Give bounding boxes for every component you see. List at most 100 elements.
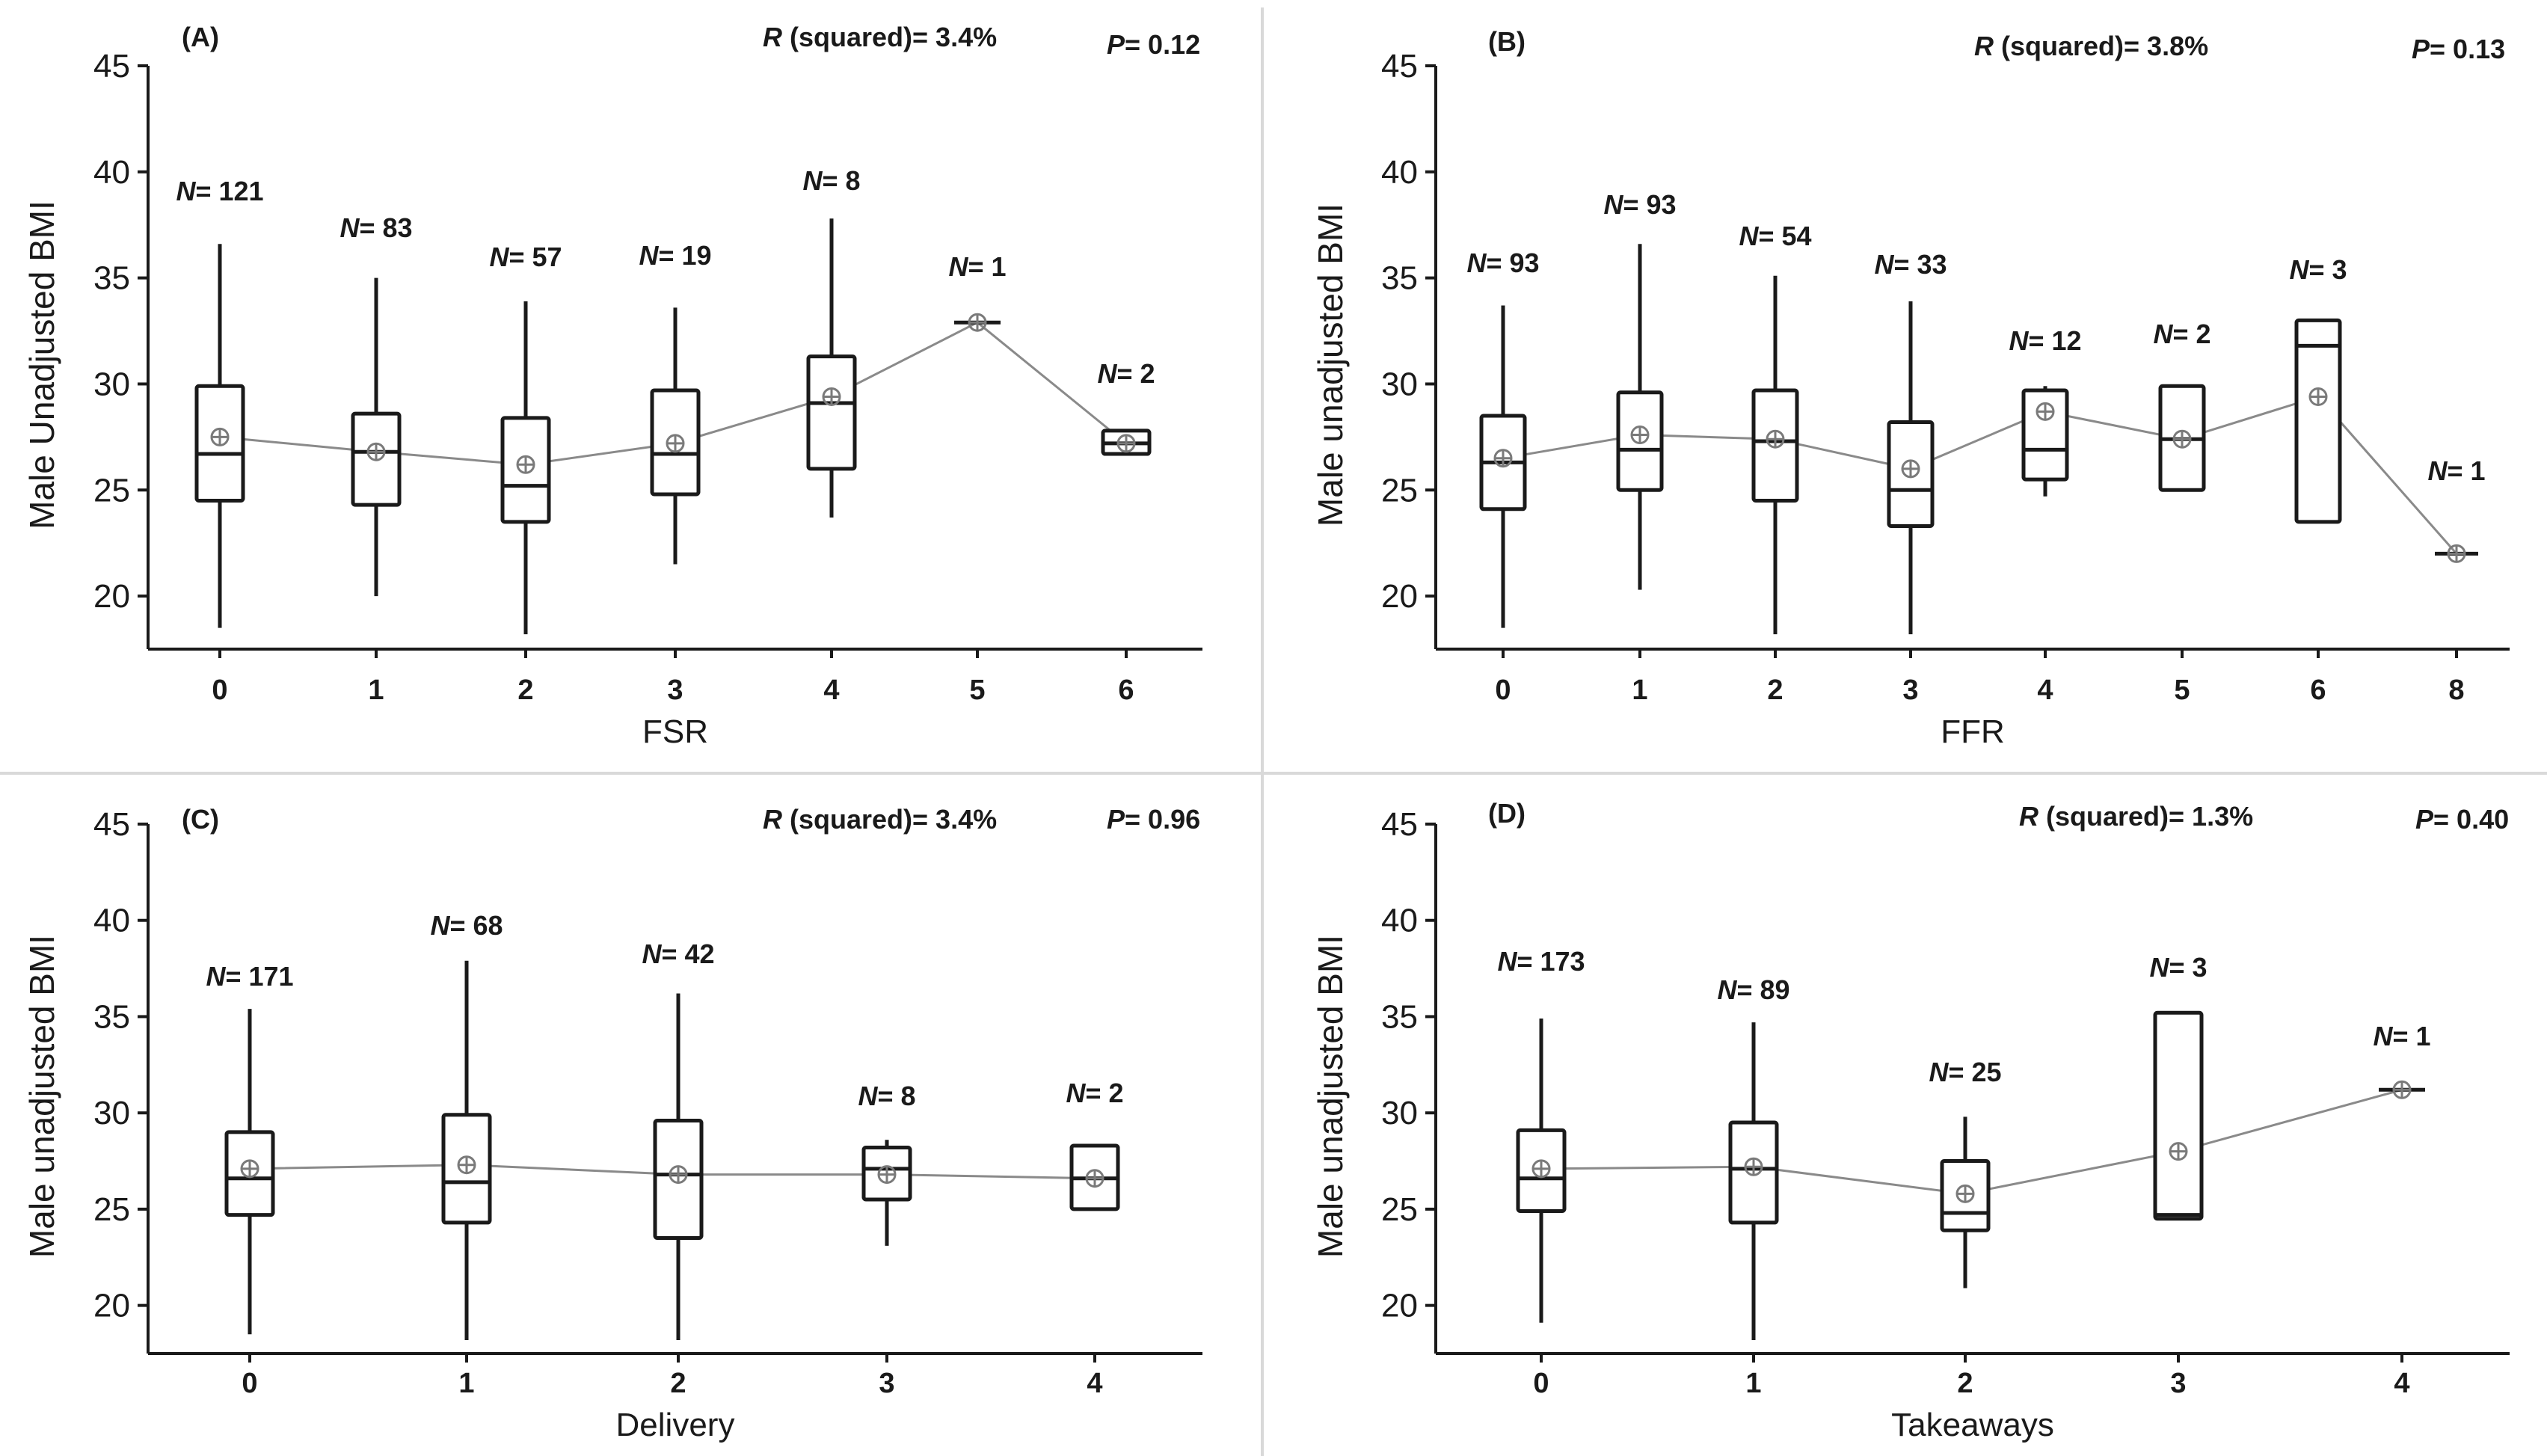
box-6: 6 N= 3 [2289,254,2347,706]
p-value-annotation: P= 0.13 [2412,34,2505,64]
n-label: N= 93 [1466,248,1539,278]
x-axis-title: FFR [1941,713,2005,750]
x-tick-label: 1 [458,1368,474,1399]
n-label: N= 54 [1739,221,1811,251]
x-tick-label: 3 [879,1368,894,1399]
y-tick-label: 45 [1381,48,1418,85]
n-label: N= 171 [206,961,293,992]
x-tick-label: 2 [517,675,533,706]
y-tick-label: 35 [93,998,130,1035]
y-tick-label: 20 [93,578,130,615]
r-squared-annotation: R (squared)= 3.4% [763,22,997,52]
box-2: 2 N= 25 [1929,1057,2001,1399]
y-tick-label: 20 [93,1288,130,1324]
n-label: N= 33 [1874,249,1947,280]
n-label: N= 3 [2149,952,2207,983]
box-3: 3 N= 19 [639,240,711,706]
x-tick-label: 0 [1533,1368,1549,1399]
x-tick-label: 5 [969,675,985,706]
n-label: N= 1 [2373,1021,2430,1051]
y-tick-label: 40 [1381,903,1418,939]
x-tick-label: 2 [1767,675,1783,706]
n-label: N= 2 [1097,358,1155,389]
p-value-annotation: P= 0.40 [2415,804,2509,835]
y-tick-label: 25 [93,472,130,509]
x-tick-label: 4 [2037,675,2053,706]
r-squared-annotation: R (squared)= 3.8% [1974,31,2208,61]
y-axis-title: Male unadjusted BMI [1311,935,1350,1258]
box-1: 1 N= 68 [430,910,503,1399]
n-label: N= 57 [489,242,562,272]
iqr-box [2021,388,2069,482]
box-1: 1 N= 93 [1603,189,1676,706]
box-0: 0 N= 173 [1497,946,1585,1399]
x-tick-label: 4 [823,675,839,706]
n-label: N= 19 [639,240,711,271]
n-label: N= 8 [802,165,860,196]
n-label: N= 173 [1497,946,1585,977]
x-axis-title: Takeaways [1891,1407,2054,1443]
y-tick-label: 40 [93,903,130,939]
n-label: N= 25 [1929,1057,2001,1087]
y-tick-label: 45 [93,48,130,85]
y-axis-title: Male unadjusted BMI [1311,203,1350,526]
y-tick-label: 25 [1381,472,1418,509]
x-tick-label: 8 [2448,675,2464,706]
x-tick-label: 1 [368,675,384,706]
box-4: 4 N= 12 [2009,325,2081,706]
y-tick-label: 35 [1381,260,1418,297]
n-label: N= 1 [948,251,1006,282]
box-1: 1 N= 83 [340,212,412,706]
n-label: N= 83 [340,212,412,243]
n-label: N= 1 [2427,455,2485,486]
box-0: 0 N= 121 [176,176,263,706]
y-tick-label: 20 [1381,578,1418,615]
panel-label: (B) [1488,26,1526,57]
x-tick-label: 4 [2394,1368,2409,1399]
box-4: 4 N= 1 [2373,1021,2430,1399]
n-label: N= 121 [176,176,263,206]
box-0: 0 N= 93 [1466,248,1539,706]
y-axis-title: Male Unadjusted BMI [22,200,61,529]
x-tick-label: 1 [1632,675,1647,706]
p-value-annotation: P= 0.12 [1107,29,1200,60]
p-value-annotation: P= 0.96 [1107,804,1200,835]
box-1: 1 N= 89 [1717,974,1789,1399]
box-0: 0 N= 171 [206,961,293,1399]
y-tick-label: 35 [1381,998,1418,1035]
x-tick-label: 3 [2170,1368,2186,1399]
x-tick-label: 6 [1118,675,1134,706]
n-label: N= 8 [858,1081,915,1111]
iqr-box [2294,318,2342,524]
n-label: N= 12 [2009,325,2081,356]
x-tick-label: 0 [242,1368,257,1399]
y-tick-label: 45 [1381,806,1418,843]
x-tick-label: 0 [1495,675,1511,706]
n-label: N= 2 [2153,319,2210,349]
n-label: N= 42 [642,939,714,969]
box-5: 5 N= 2 [2153,319,2210,706]
x-tick-label: 0 [212,675,227,706]
y-axis-title: Male unadjusted BMI [22,935,61,1258]
box-4: 4 N= 8 [802,165,860,706]
iqr-box [2153,1010,2204,1221]
x-tick-label: 3 [1902,675,1918,706]
n-label: N= 93 [1603,189,1676,220]
box-3: 3 N= 3 [2149,952,2207,1399]
panel-label: (C) [182,804,219,835]
y-tick-label: 30 [1381,1095,1418,1131]
y-tick-label: 35 [93,260,130,297]
x-tick-label: 6 [2310,675,2326,706]
panel-label: (A) [182,22,219,52]
x-tick-label: 2 [670,1368,686,1399]
box-5: 5 N= 1 [948,251,1006,706]
n-label: N= 68 [430,910,503,941]
x-tick-label: 2 [1957,1368,1973,1399]
box-4: 4 N= 2 [1066,1078,1123,1399]
x-axis-title: Delivery [616,1407,735,1443]
